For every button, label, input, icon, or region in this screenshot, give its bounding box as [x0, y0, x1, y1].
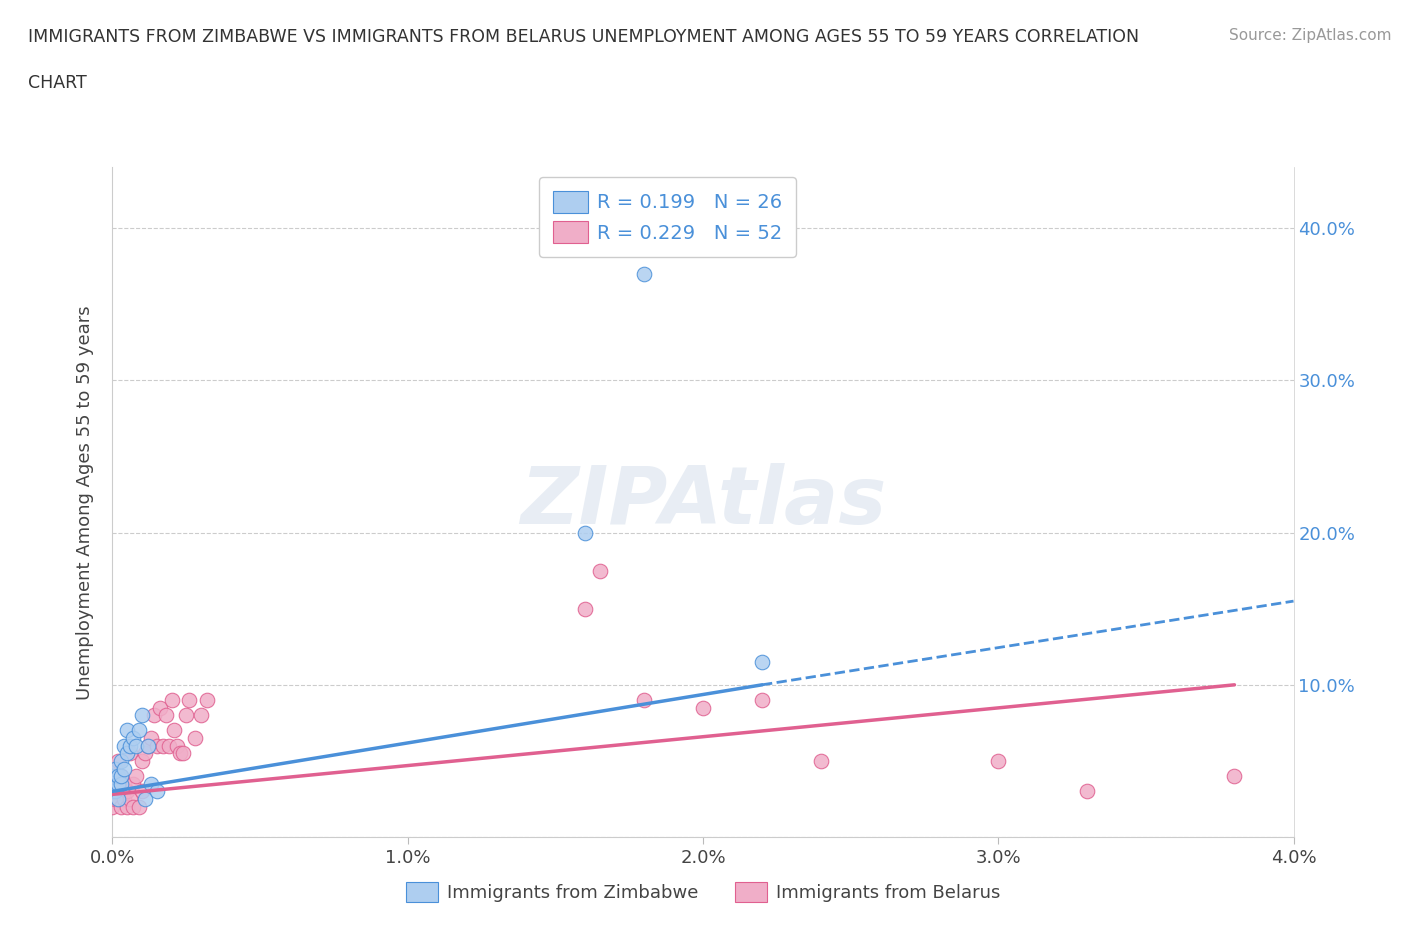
Point [146, 738, 169, 753]
Point [155, 708, 177, 723]
Point [633, 267, 655, 282]
Point [574, 525, 596, 540]
Text: Source: ZipAtlas.com: Source: ZipAtlas.com [1229, 28, 1392, 43]
Point [101, 769, 124, 784]
Text: CHART: CHART [28, 74, 87, 92]
Point [136, 738, 159, 753]
Point [107, 769, 129, 784]
Point [574, 602, 596, 617]
Point [1223, 769, 1246, 784]
Point [1076, 784, 1098, 799]
Point [588, 564, 610, 578]
Point [125, 738, 148, 753]
Point [751, 655, 773, 670]
Point [110, 784, 132, 799]
Point [751, 693, 773, 708]
Point [195, 693, 218, 708]
Point [117, 784, 138, 799]
Point [122, 799, 145, 814]
Point [128, 723, 150, 737]
Point [104, 761, 127, 776]
Point [107, 791, 129, 806]
Point [104, 769, 127, 784]
Point [104, 784, 127, 799]
Point [169, 746, 191, 761]
Point [112, 791, 135, 806]
Point [131, 784, 153, 799]
Point [160, 693, 183, 708]
Point [174, 708, 197, 723]
Point [139, 777, 162, 791]
Point [179, 693, 201, 708]
Point [117, 799, 138, 814]
Point [117, 746, 138, 761]
Point [190, 708, 212, 723]
Point [110, 777, 132, 791]
Point [131, 708, 153, 723]
Point [110, 769, 132, 784]
Point [117, 723, 138, 737]
Point [101, 799, 124, 814]
Point [146, 784, 169, 799]
Point [101, 769, 124, 784]
Point [120, 738, 142, 753]
Point [120, 791, 142, 806]
Point [149, 700, 172, 715]
Point [110, 769, 132, 784]
Point [166, 738, 188, 753]
Point [107, 777, 129, 791]
Point [110, 753, 132, 768]
Point [112, 738, 135, 753]
Point [139, 731, 162, 746]
Point [122, 731, 145, 746]
Point [120, 746, 142, 761]
Point [107, 791, 129, 806]
Point [134, 791, 156, 806]
Y-axis label: Unemployment Among Ages 55 to 59 years: Unemployment Among Ages 55 to 59 years [76, 305, 94, 699]
Legend: Immigrants from Zimbabwe, Immigrants from Belarus: Immigrants from Zimbabwe, Immigrants fro… [392, 869, 1014, 915]
Point [163, 723, 186, 737]
Point [104, 784, 127, 799]
Point [152, 738, 174, 753]
Point [128, 799, 150, 814]
Point [136, 738, 159, 753]
Point [810, 753, 832, 768]
Point [122, 777, 145, 791]
Point [633, 693, 655, 708]
Point [101, 784, 124, 799]
Text: ZIPAtlas: ZIPAtlas [520, 463, 886, 541]
Point [107, 753, 129, 768]
Point [157, 738, 180, 753]
Point [125, 769, 148, 784]
Point [104, 791, 127, 806]
Point [987, 753, 1010, 768]
Text: IMMIGRANTS FROM ZIMBABWE VS IMMIGRANTS FROM BELARUS UNEMPLOYMENT AMONG AGES 55 T: IMMIGRANTS FROM ZIMBABWE VS IMMIGRANTS F… [28, 28, 1139, 46]
Point [112, 761, 135, 776]
Point [112, 777, 135, 791]
Point [107, 777, 129, 791]
Point [692, 700, 714, 715]
Point [142, 708, 165, 723]
Point [101, 784, 124, 799]
Point [134, 746, 156, 761]
Point [172, 746, 194, 761]
Point [131, 753, 153, 768]
Point [184, 731, 207, 746]
Point [110, 799, 132, 814]
